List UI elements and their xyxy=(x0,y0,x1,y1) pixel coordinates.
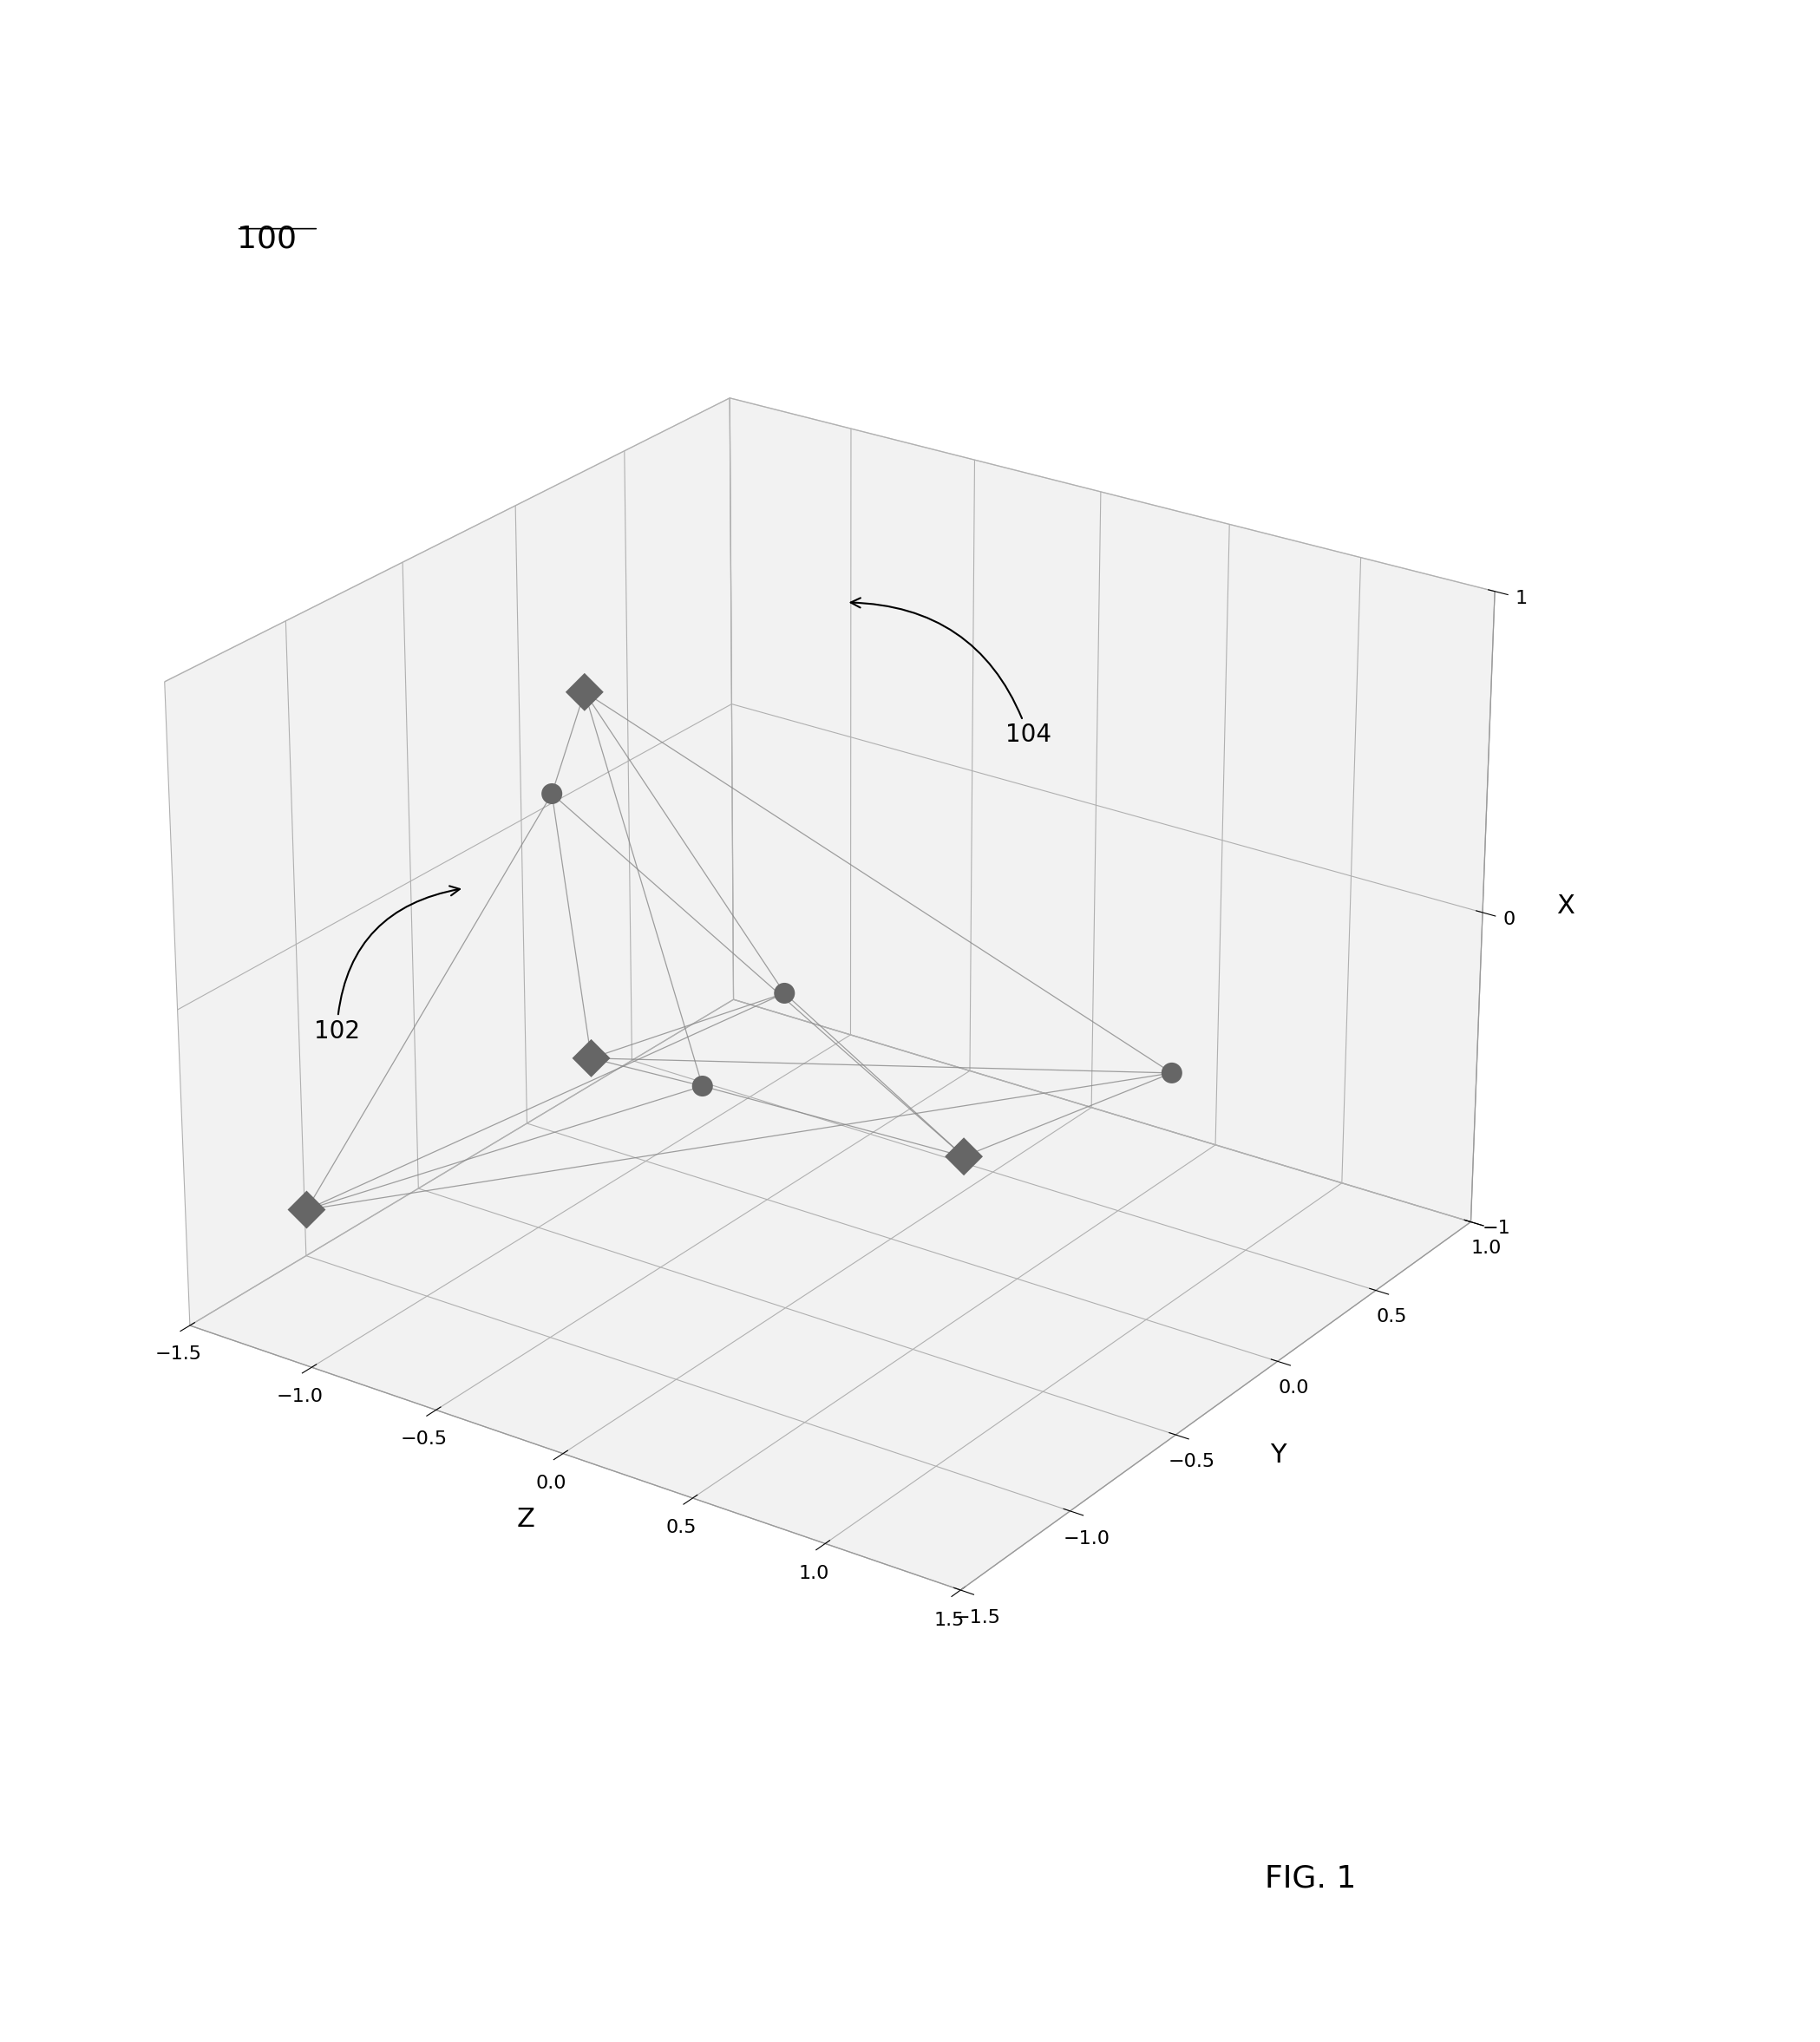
Y-axis label: Y: Y xyxy=(1270,1444,1287,1468)
X-axis label: Z: Z xyxy=(517,1507,535,1532)
Text: 100: 100 xyxy=(237,225,297,253)
Text: 104: 104 xyxy=(850,598,1052,747)
Text: FIG. 1: FIG. 1 xyxy=(1265,1864,1356,1893)
Text: 102: 102 xyxy=(313,886,460,1043)
